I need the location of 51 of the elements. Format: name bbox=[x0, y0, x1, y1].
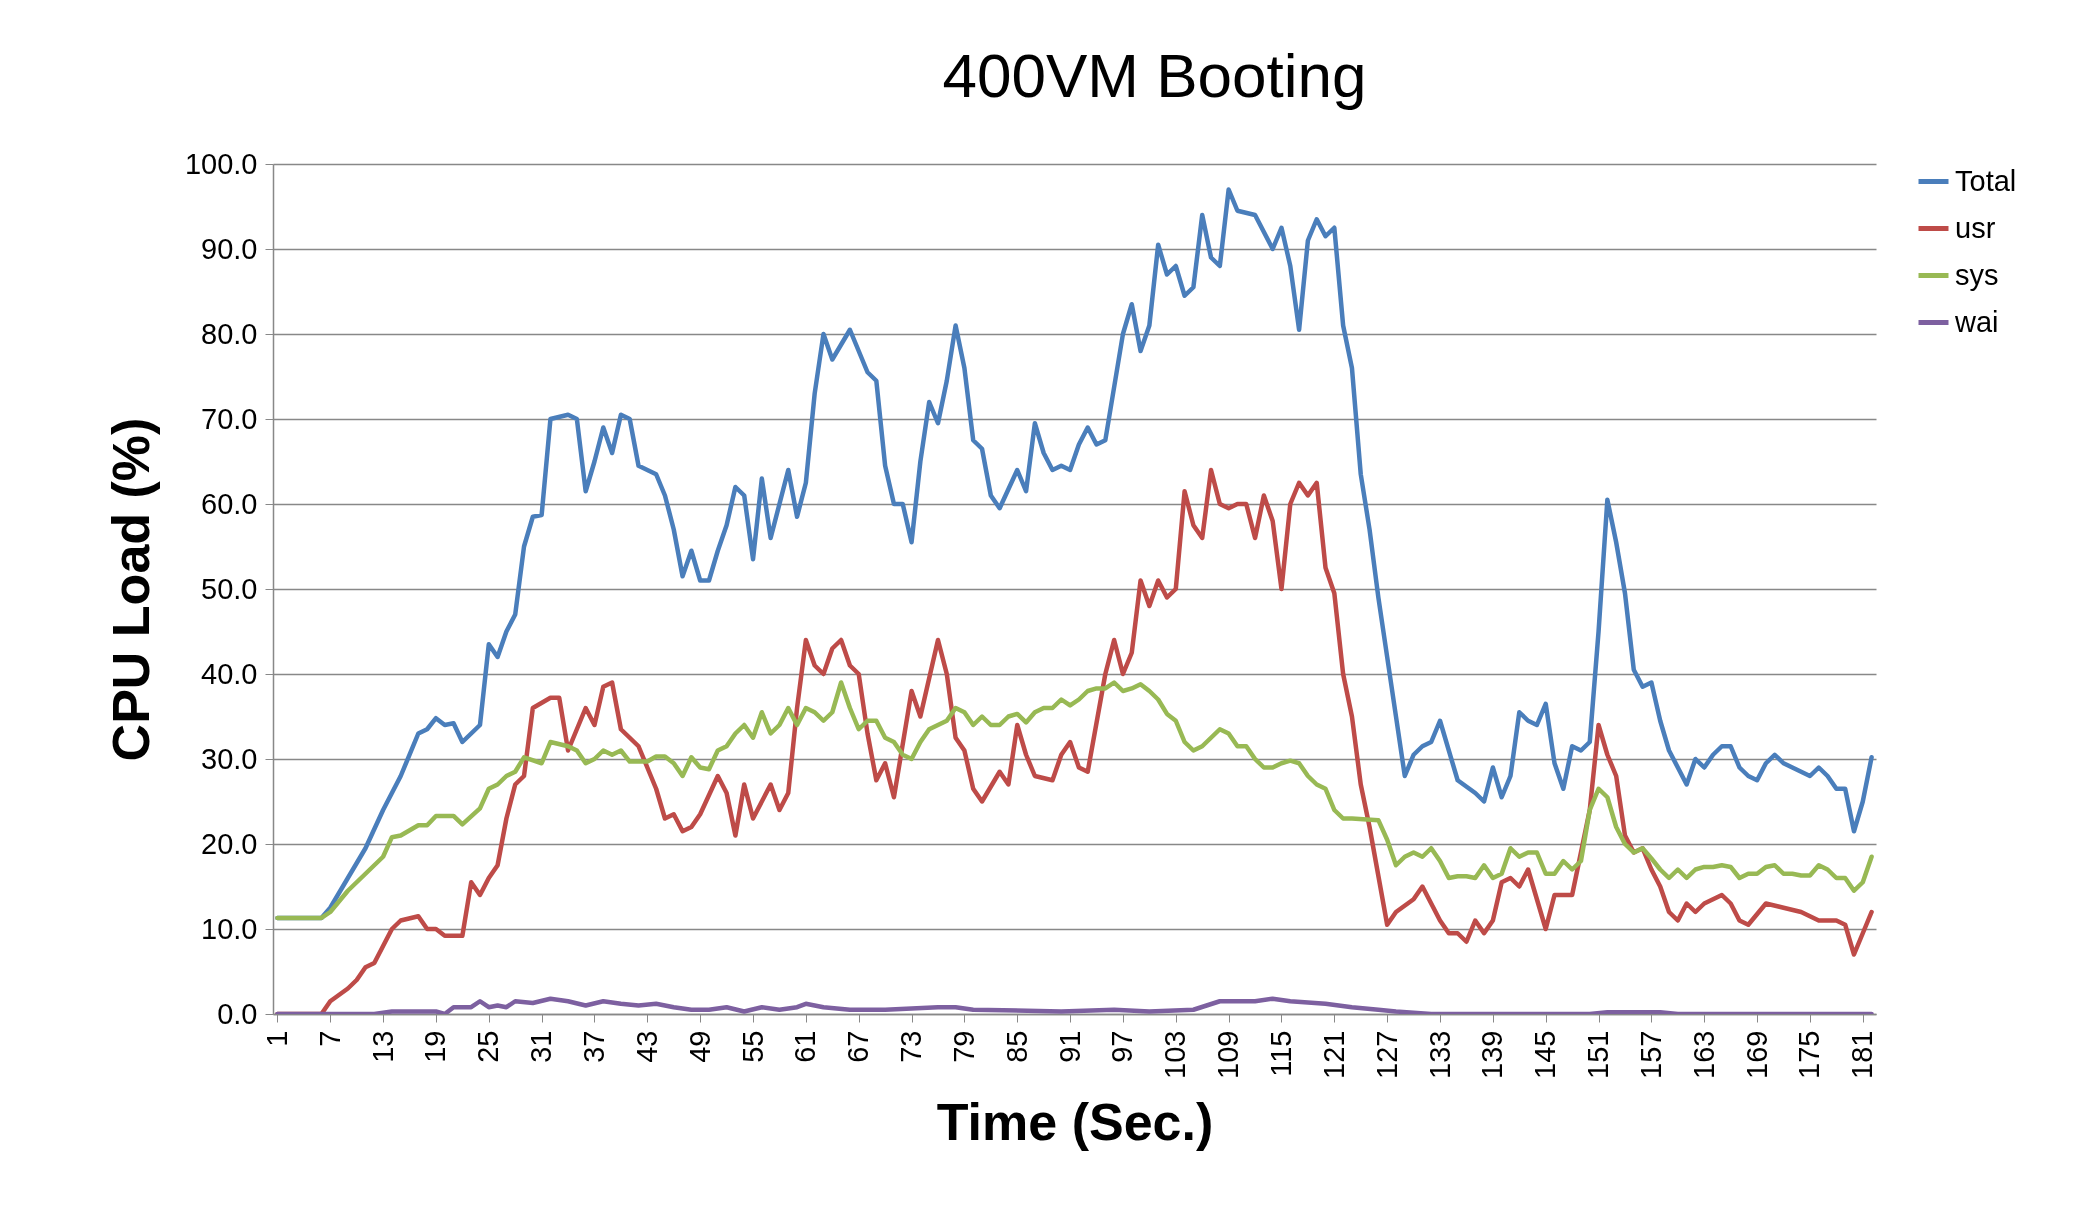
legend-label: Total bbox=[1955, 164, 2017, 197]
x-tick-label: 139 bbox=[1476, 1030, 1509, 1079]
chart-title: 400VM Booting bbox=[942, 41, 1367, 110]
x-tick-label: 25 bbox=[472, 1030, 505, 1063]
x-tick-label: 73 bbox=[895, 1030, 928, 1063]
x-tick-label: 79 bbox=[947, 1030, 980, 1063]
y-tick-label: 20.0 bbox=[201, 827, 258, 860]
x-tick-label: 85 bbox=[1000, 1030, 1033, 1063]
x-tick-label: 115 bbox=[1264, 1030, 1297, 1077]
y-tick-label: 40.0 bbox=[201, 657, 258, 690]
x-tick-label: 1 bbox=[260, 1030, 293, 1047]
x-tick-label: 121 bbox=[1317, 1030, 1350, 1079]
x-tick-label: 13 bbox=[366, 1030, 399, 1063]
legend-label: sys bbox=[1955, 258, 1999, 291]
x-tick-label: 7 bbox=[313, 1030, 346, 1047]
x-tick-label: 175 bbox=[1793, 1030, 1826, 1079]
y-tick-label: 90.0 bbox=[201, 232, 258, 265]
y-tick-label: 100.0 bbox=[184, 147, 258, 180]
x-tick-label: 31 bbox=[525, 1030, 558, 1063]
y-tick-label: 30.0 bbox=[201, 742, 258, 775]
legend-label: usr bbox=[1955, 211, 1996, 244]
y-tick-label: 50.0 bbox=[201, 572, 258, 605]
x-tick-label: 151 bbox=[1582, 1030, 1615, 1079]
x-tick-label: 157 bbox=[1634, 1030, 1667, 1079]
x-tick-label: 133 bbox=[1423, 1030, 1456, 1079]
x-tick-label: 97 bbox=[1106, 1030, 1139, 1063]
legend-label: wai bbox=[1954, 305, 1999, 338]
x-tick-label: 103 bbox=[1159, 1030, 1192, 1079]
line-series bbox=[275, 996, 1874, 1014]
y-tick-label: 70.0 bbox=[201, 402, 258, 435]
x-tick-label: 37 bbox=[577, 1030, 610, 1063]
y-tick-label: 10.0 bbox=[201, 912, 258, 945]
x-axis-title: Time (Sec.) bbox=[936, 1092, 1214, 1151]
x-tick-label: 49 bbox=[683, 1030, 716, 1063]
x-tick-label: 127 bbox=[1370, 1030, 1403, 1079]
y-tick-label: 60.0 bbox=[201, 487, 258, 520]
x-tick-label: 67 bbox=[842, 1030, 875, 1063]
x-tick-label: 91 bbox=[1053, 1030, 1086, 1063]
x-tick-label: 109 bbox=[1212, 1030, 1245, 1079]
x-tick-label: 181 bbox=[1846, 1030, 1879, 1079]
x-tick-label: 169 bbox=[1740, 1030, 1773, 1079]
line-series bbox=[275, 680, 1874, 921]
x-tick-label: 19 bbox=[419, 1030, 452, 1063]
x-tick-label: 145 bbox=[1529, 1030, 1562, 1079]
y-tick-label: 80.0 bbox=[201, 317, 258, 350]
x-tick-label: 55 bbox=[736, 1030, 769, 1063]
x-tick-label: 163 bbox=[1687, 1030, 1720, 1079]
y-axis-title: CPU Load (%) bbox=[101, 417, 160, 762]
y-tick-label: 0.0 bbox=[217, 997, 258, 1030]
x-tick-label: 43 bbox=[630, 1030, 663, 1063]
x-tick-label: 61 bbox=[789, 1030, 822, 1063]
